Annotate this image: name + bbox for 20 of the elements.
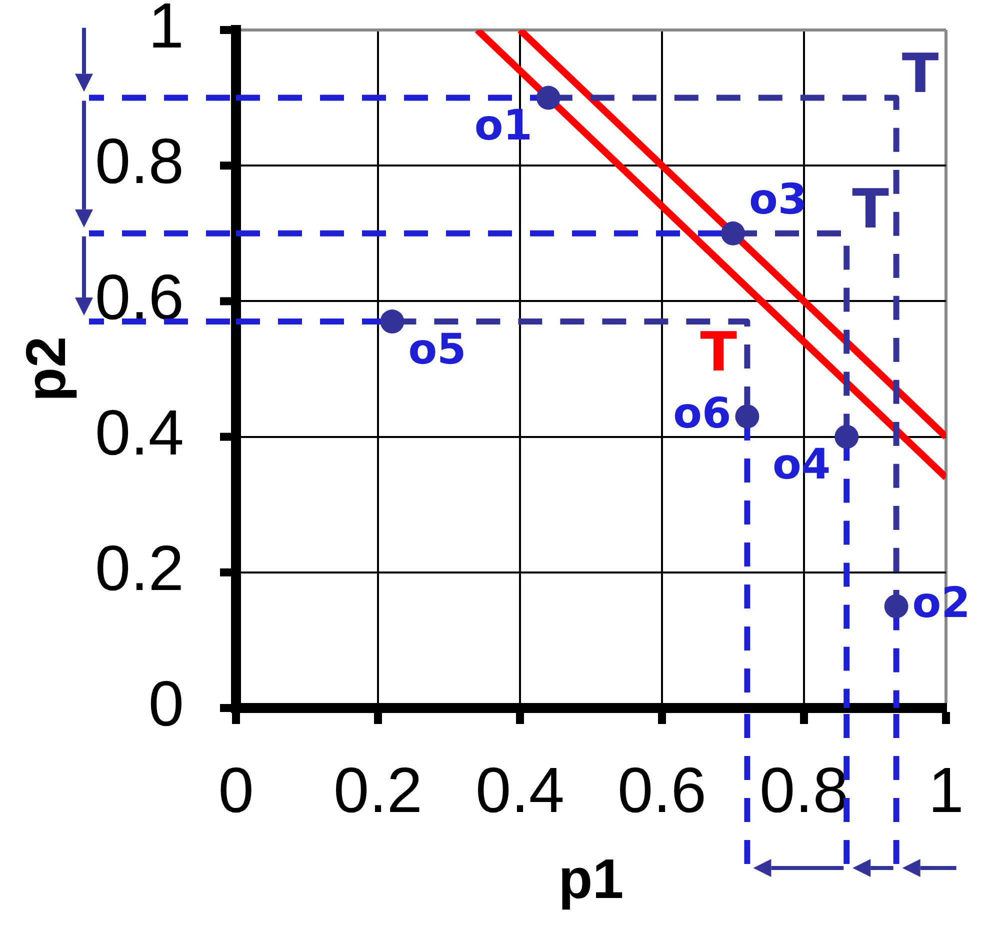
x-tick-label: 0.4: [476, 754, 564, 826]
series-label: T: [902, 42, 939, 105]
annotation: o2: [912, 578, 970, 628]
series-label: T: [852, 177, 890, 240]
x-axis-title: p1: [558, 846, 624, 910]
annotation: o5: [408, 324, 466, 374]
y-tick-label: 0.8: [95, 125, 184, 198]
y-tick-label: 0.2: [95, 532, 184, 604]
annotation: o6: [673, 388, 732, 438]
y-tick-label: 1: [148, 0, 184, 62]
x-tick-label: 1: [928, 754, 964, 826]
y-tick-label: 0: [148, 668, 184, 740]
x-tick-label: 0.8: [760, 754, 848, 826]
y-tick-label: 0.6: [95, 260, 184, 333]
x-tick-label: 0.2: [334, 754, 422, 826]
x-tick-label: 0: [218, 754, 254, 826]
y-axis-title: p2: [14, 336, 78, 402]
y-tick-label: 0.4: [95, 396, 184, 468]
series-label: T: [700, 320, 738, 384]
x-tick-label: 0.6: [618, 754, 706, 826]
